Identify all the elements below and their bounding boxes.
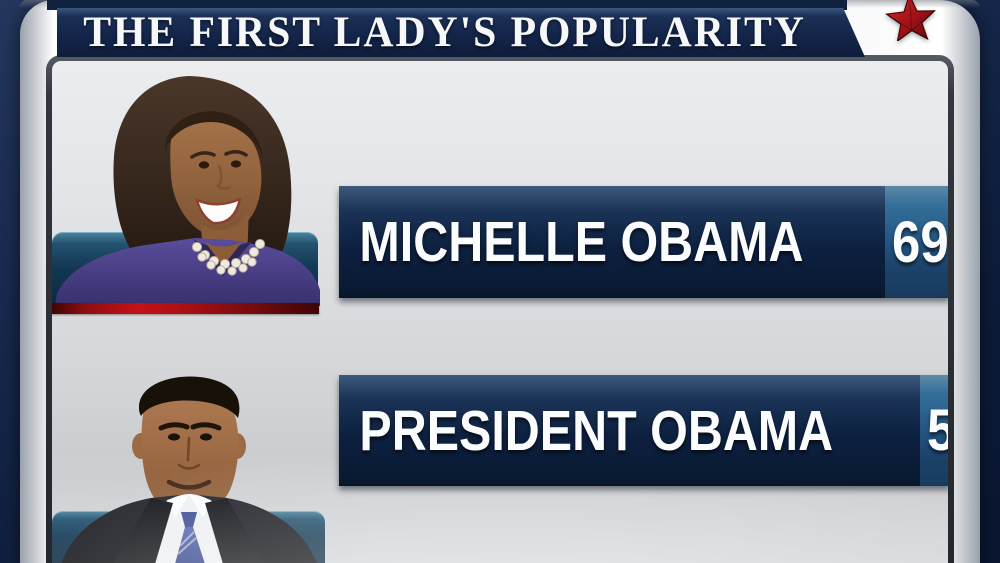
michelle-obama-photo (55, 76, 320, 306)
header-banner: THE FIRST LADY'S POPULARITY (57, 8, 865, 57)
page-title: THE FIRST LADY'S POPULARITY (83, 9, 806, 56)
bar-value-zone: 53% (920, 375, 948, 486)
bar-michelle-obama: MICHELLE OBAMA 69% (339, 186, 948, 298)
president-obama-photo (61, 376, 317, 563)
content-panel: MICHELLE OBAMA 69% PRESIDENT OBAMA 53% (52, 61, 948, 563)
header-top-navy-strip (47, 0, 847, 10)
bar-label: PRESIDENT OBAMA (359, 398, 834, 463)
bar-president-obama: PRESIDENT OBAMA 53% (339, 375, 948, 486)
bar-value: 69% (892, 209, 948, 275)
bar-label: MICHELLE OBAMA (359, 210, 804, 274)
bar-value-zone: 69% (885, 186, 948, 298)
bar-label-zone: PRESIDENT OBAMA (339, 375, 921, 486)
bar-value: 53% (927, 397, 948, 464)
red-divider-strip (52, 303, 319, 314)
bar-label-zone: MICHELLE OBAMA (339, 186, 886, 298)
red-star-icon (884, 0, 937, 41)
